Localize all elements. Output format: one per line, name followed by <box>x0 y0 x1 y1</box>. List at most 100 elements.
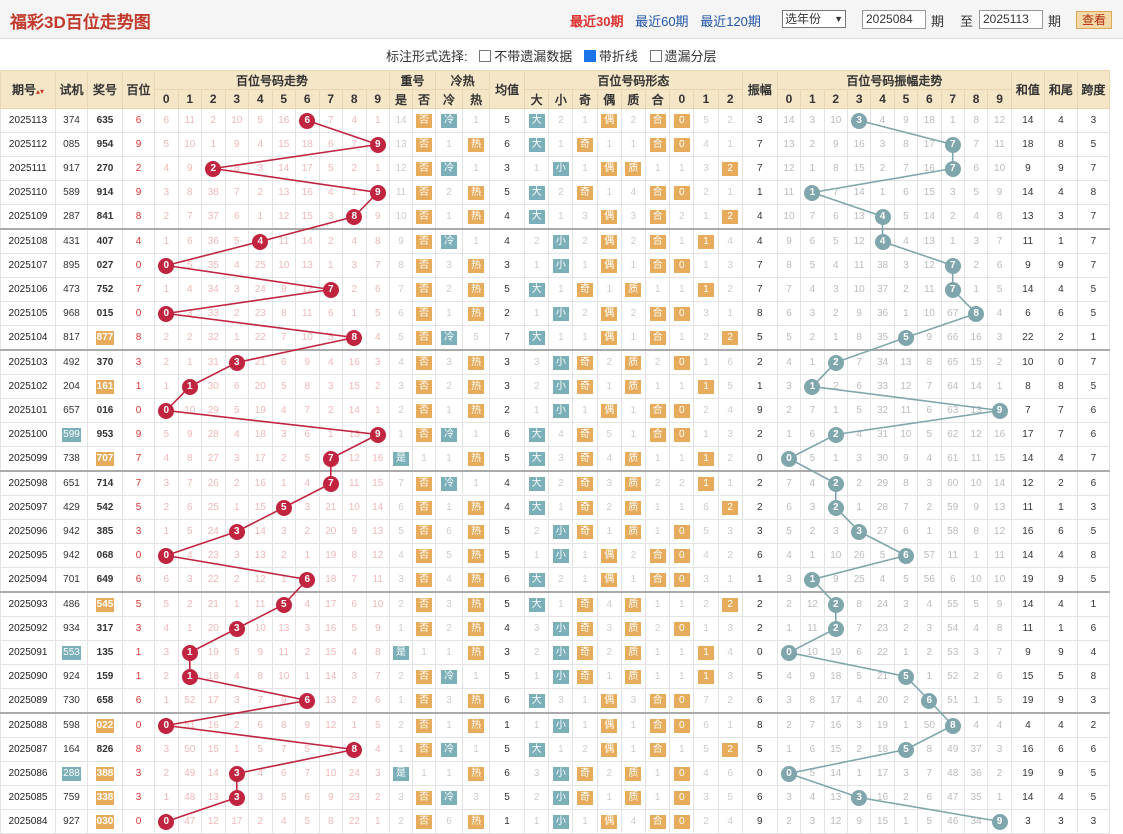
prize-value: 714 <box>96 478 114 489</box>
trend-ball: 3 <box>228 523 245 540</box>
shape-value: 偶 <box>601 693 618 708</box>
amp-trend-cell: 1 <box>800 180 825 205</box>
amp-trend-cell: 4 <box>870 567 895 593</box>
from-period-input[interactable]: 2025084 <box>862 10 926 29</box>
span-cell: 3 <box>1076 108 1110 133</box>
col-period-header[interactable]: 期号▴▾ <box>0 70 56 109</box>
view-button[interactable]: 查看 <box>1076 11 1112 29</box>
shape-cell: 小 <box>548 253 574 278</box>
amp-trend-cell: 10 <box>823 108 848 133</box>
trend-cell: 2 <box>224 712 249 738</box>
hundred-cell: 3 <box>122 616 155 641</box>
no-omission-checkbox[interactable] <box>479 50 492 62</box>
shape-value: 1 <box>606 284 613 295</box>
shape-cell: 1 <box>524 253 550 278</box>
shape-value: 偶 <box>601 234 618 249</box>
avg-cell: 4 <box>489 495 526 520</box>
amp-omission: 47 <box>947 792 959 803</box>
trend-omission: 15 <box>301 211 313 222</box>
amp-omission: 7 <box>856 623 862 634</box>
shape-value: 大 <box>528 137 545 152</box>
amp-trend-cell: 1 <box>917 664 942 689</box>
shape-value: 1 <box>697 476 714 491</box>
amplitude-cell: 3 <box>741 519 778 544</box>
amp-omission: 1 <box>856 768 862 779</box>
prize-cell: 317 <box>87 616 123 641</box>
amp-omission: 12 <box>970 429 982 440</box>
shape-value: 奇 <box>577 524 594 539</box>
trend-omission: 2 <box>163 502 170 513</box>
trend-omission: 16 <box>207 720 219 731</box>
hotcold-cell: 热 <box>462 616 491 641</box>
period-30-link[interactable]: 最近30期 <box>570 14 624 29</box>
amp-omission: 2 <box>832 381 839 392</box>
sum-cell: 11 <box>1010 228 1045 254</box>
amp-trend-cell: 1 <box>963 277 989 302</box>
trend-omission: 20 <box>325 526 337 537</box>
trend-cell: 4 <box>271 398 296 423</box>
amp-trend-cell: 7 <box>917 761 942 786</box>
sumtail-cell: 4 <box>1043 446 1078 472</box>
amp-trend-cell: 6 <box>917 785 942 810</box>
repeat-value: 否 <box>416 355 433 370</box>
trend-omission: 47 <box>184 816 196 827</box>
shape-value: 奇 <box>577 669 594 684</box>
repeat-cell: 否 <box>412 349 437 375</box>
amp-trend-cell: 32 <box>870 398 895 423</box>
shape-cell: 1 <box>548 325 574 351</box>
shape-cell: 3 <box>524 761 550 786</box>
trend-cell: 4 <box>177 277 202 302</box>
sum-cell: 9 <box>1010 156 1045 181</box>
amplitude-cell: 1 <box>741 180 778 205</box>
trend-omission: 6 <box>280 768 287 779</box>
trend-omission: 20 <box>207 623 219 634</box>
shape-value: 质 <box>625 621 642 636</box>
shape-cell: 小 <box>548 156 574 181</box>
amp-trend-cell: 1 <box>776 616 802 641</box>
trend-omission: 7 <box>351 139 358 150</box>
shape-cell: 1 <box>596 664 622 689</box>
repeat-value: 2 <box>398 405 404 416</box>
amp-trend-cell: 9 <box>893 446 919 472</box>
trend-ball: 3 <box>228 765 245 782</box>
shape-cell: 2 <box>669 470 695 496</box>
trend-cell: 6 <box>318 301 343 326</box>
shape-cell: 小 <box>548 616 574 641</box>
period-120-link[interactable]: 最近120期 <box>700 14 761 29</box>
trend-cell: 3 <box>271 519 296 544</box>
amp-ball: 2 <box>827 596 844 613</box>
trend-cell: 2 <box>154 325 179 351</box>
amp-trend-cell: 1 <box>963 543 989 568</box>
amp-omission: 11 <box>900 405 912 416</box>
prize-cell: 826 <box>87 737 123 762</box>
trend-cell: 1 <box>271 567 296 593</box>
trend-omission: 6 <box>327 308 334 319</box>
shape-cell: 1 <box>548 591 574 617</box>
trend-cell: 14 <box>248 519 273 544</box>
amp-omission: 50 <box>923 720 935 731</box>
shape-value: 1 <box>558 502 564 513</box>
amp-trend-cell: 6 <box>800 737 825 762</box>
to-period-input[interactable]: 2025113 <box>979 10 1043 29</box>
amp-omission: 5 <box>926 429 933 440</box>
amp-trend-cell: 7 <box>940 132 965 157</box>
trend-omission: 13 <box>207 792 219 803</box>
year-select[interactable]: 选年份 ▼ <box>782 10 846 28</box>
amp-trend-cell: 2 <box>823 422 848 447</box>
shape-cell: 小 <box>548 349 574 375</box>
omission-layer-checkbox[interactable] <box>649 50 662 62</box>
trend-cell: 1 <box>154 688 179 714</box>
period-60-link[interactable]: 最近60期 <box>635 14 689 29</box>
amp-trend-cell: 6 <box>963 156 989 181</box>
trend-cell: 11 <box>365 567 391 593</box>
polyline-checkbox[interactable] <box>583 50 596 62</box>
repeat-cell: 是 <box>389 446 414 472</box>
repeat-cell: 否 <box>412 543 437 568</box>
trend-omission: 2 <box>186 332 193 343</box>
period-cell: 2025110 <box>0 180 56 205</box>
shape-value: 大 <box>528 693 545 708</box>
period-filter: 最近30期 最近60期 最近120期 <box>570 11 769 30</box>
shape-value: 1 <box>654 453 661 464</box>
table-row: 2025096 942 385 3 1 5 24 3 14 3 2 20 9 13 5 否 6 热 5 2 小奇 1 质 1 0… <box>0 519 1110 544</box>
amp-trend-cell: 6 <box>987 664 1012 689</box>
